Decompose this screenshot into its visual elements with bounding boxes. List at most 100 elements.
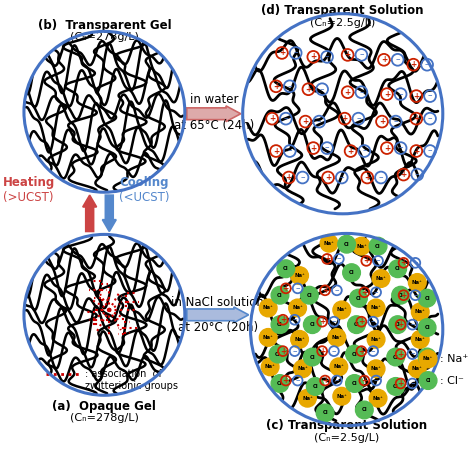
Text: +: + (310, 52, 317, 61)
Text: +: + (384, 90, 390, 99)
Text: –: – (295, 376, 300, 385)
Circle shape (419, 372, 437, 389)
Text: +: + (361, 288, 367, 297)
Text: +: + (345, 50, 351, 59)
Text: Na⁺: Na⁺ (265, 365, 275, 369)
Text: –: – (415, 170, 419, 179)
Circle shape (387, 348, 404, 366)
Text: Cl: Cl (424, 325, 430, 330)
Text: –: – (428, 114, 432, 123)
Circle shape (320, 235, 338, 252)
Circle shape (330, 358, 347, 376)
Text: –: – (413, 258, 418, 267)
Circle shape (389, 316, 407, 334)
Circle shape (418, 348, 436, 366)
Text: +: + (398, 379, 404, 388)
Text: +: + (358, 346, 365, 356)
Circle shape (271, 316, 289, 334)
Text: –: – (410, 349, 415, 358)
Text: +: + (325, 173, 331, 182)
Text: +: + (361, 376, 367, 385)
Text: –: – (325, 52, 329, 61)
Text: zwitterionic groups: zwitterionic groups (85, 382, 178, 392)
Text: Na⁺: Na⁺ (412, 280, 423, 285)
Circle shape (307, 378, 324, 395)
Circle shape (259, 299, 277, 317)
Text: +: + (379, 117, 385, 126)
Text: –: – (362, 146, 366, 155)
Circle shape (347, 316, 365, 334)
Text: Cl: Cl (426, 378, 431, 383)
Circle shape (338, 236, 356, 253)
Text: +: + (269, 114, 275, 123)
Text: Na⁺: Na⁺ (373, 396, 383, 401)
Circle shape (346, 345, 364, 363)
Text: Na⁺: Na⁺ (415, 310, 426, 314)
Text: +: + (363, 256, 369, 265)
Circle shape (259, 328, 277, 346)
Text: Na⁺: Na⁺ (294, 273, 305, 278)
Text: in water: in water (190, 92, 238, 106)
Text: +: + (283, 284, 289, 293)
Circle shape (346, 374, 364, 392)
Text: +: + (398, 320, 404, 329)
Circle shape (369, 389, 387, 407)
Text: –: – (332, 317, 336, 326)
Text: –: – (293, 48, 298, 57)
Circle shape (356, 401, 373, 419)
Text: –: – (410, 320, 415, 329)
Text: (Cₙ=278g/L): (Cₙ=278g/L) (70, 413, 139, 423)
Text: (Cₙ=2.5g/L): (Cₙ=2.5g/L) (310, 18, 375, 27)
Text: +: + (410, 60, 417, 69)
Circle shape (291, 330, 309, 348)
Text: Na⁺: Na⁺ (302, 396, 313, 401)
Circle shape (419, 350, 437, 368)
Text: Na⁺: Na⁺ (294, 337, 305, 342)
Text: +: + (324, 255, 330, 264)
Text: Cl: Cl (393, 355, 399, 359)
Text: Na⁺: Na⁺ (324, 241, 334, 246)
Text: Cl: Cl (277, 293, 283, 298)
Circle shape (350, 289, 367, 307)
Text: +: + (305, 85, 311, 94)
Text: –: – (371, 346, 375, 356)
Text: –: – (413, 291, 418, 300)
Circle shape (271, 374, 289, 392)
Circle shape (316, 404, 334, 422)
Text: +: + (280, 346, 286, 356)
Text: +: + (342, 114, 348, 123)
Text: Cl: Cl (356, 296, 361, 301)
Text: Cl: Cl (395, 322, 401, 327)
Text: Na⁺: Na⁺ (356, 244, 367, 249)
Circle shape (294, 360, 311, 378)
Text: –: – (339, 173, 344, 182)
Circle shape (367, 360, 385, 378)
Text: +: + (345, 88, 351, 97)
Text: –: – (379, 173, 383, 182)
Text: Na⁺: Na⁺ (292, 305, 303, 310)
Text: Na⁺: Na⁺ (375, 276, 386, 281)
Text: Na⁺: Na⁺ (333, 365, 344, 369)
Text: –: – (332, 346, 336, 356)
Text: Cl: Cl (424, 355, 430, 359)
Text: +: + (322, 286, 328, 295)
Circle shape (271, 286, 289, 304)
Circle shape (269, 345, 287, 363)
Circle shape (372, 270, 390, 287)
Text: +: + (319, 317, 325, 326)
Text: at 65°C (24h): at 65°C (24h) (173, 119, 254, 132)
Text: (a)  Opaque Gel: (a) Opaque Gel (53, 400, 156, 412)
Text: +: + (322, 376, 328, 385)
Text: Cl: Cl (310, 322, 315, 327)
FancyArrow shape (187, 106, 241, 122)
Text: –: – (335, 376, 339, 385)
Circle shape (333, 387, 351, 405)
Text: +: + (364, 173, 370, 182)
Circle shape (418, 289, 436, 307)
Text: +: + (286, 173, 292, 182)
Text: –: – (395, 55, 400, 64)
Text: Na⁺: Na⁺ (297, 366, 308, 371)
Circle shape (277, 260, 295, 278)
Text: Cl: Cl (322, 410, 328, 415)
Text: Cl: Cl (398, 293, 403, 298)
